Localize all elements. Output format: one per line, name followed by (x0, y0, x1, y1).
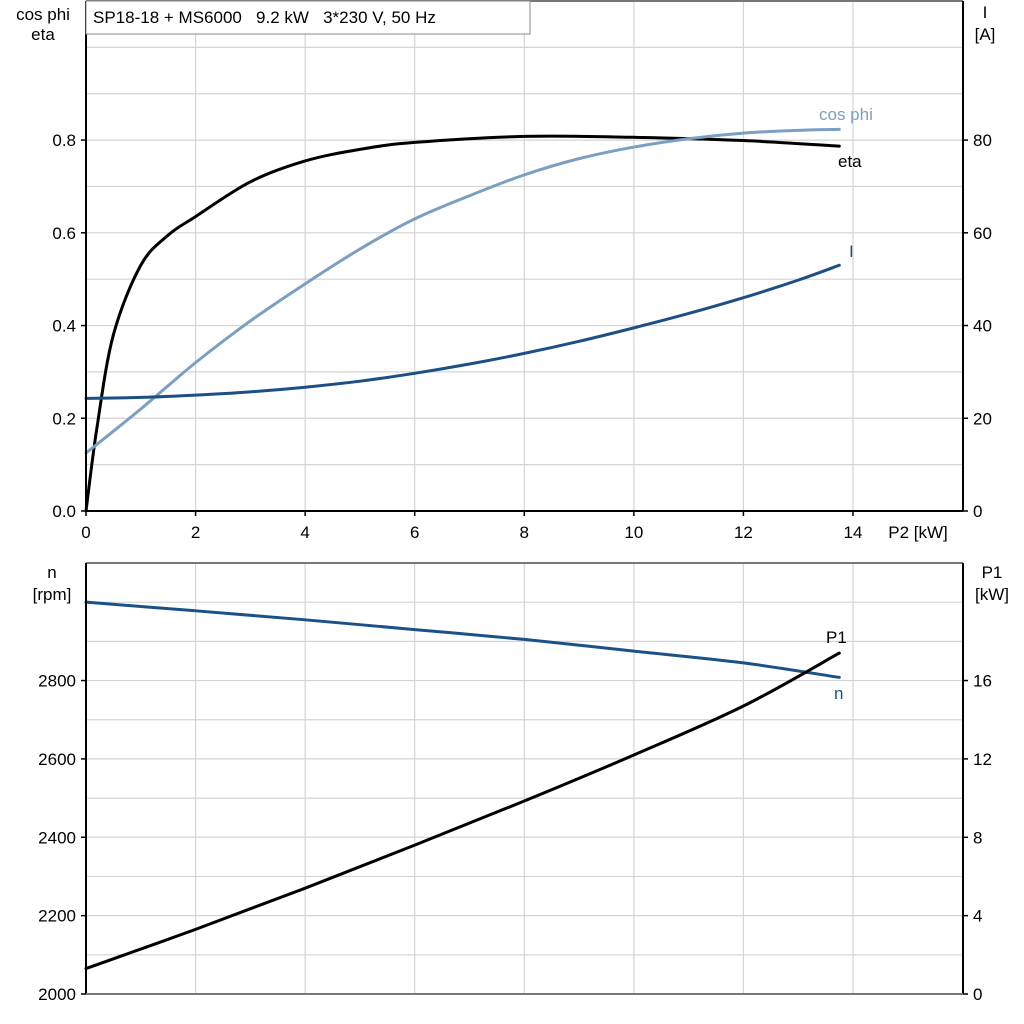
curve-p1 (84, 651, 841, 971)
curve-cos-phi (84, 127, 841, 455)
chart-title: SP18-18 + MS6000 9.2 kW 3*230 V, 50 Hz (93, 8, 436, 27)
left-tick-label: 0.8 (52, 131, 76, 150)
right-tick-label: 80 (973, 131, 992, 150)
right-tick-label: 40 (973, 317, 992, 336)
x-tick-label: 14 (844, 523, 863, 542)
series-label-n: n (834, 684, 843, 703)
curve-n (84, 600, 841, 679)
x-tick-label: 0 (81, 523, 90, 542)
right-tick-label: 4 (973, 907, 982, 926)
bottom-right-axis-label-1: P1 (982, 563, 1003, 582)
left-tick-label: 2000 (38, 985, 76, 1004)
bottom-left-axis-label-2: [rpm] (33, 585, 72, 604)
x-tick-label: 2 (191, 523, 200, 542)
series-label-i: I (849, 242, 854, 261)
right-tick-label: 12 (973, 750, 992, 769)
x-tick-label: 6 (410, 523, 419, 542)
right-tick-label: 16 (973, 672, 992, 691)
title-box (85, 0, 531, 35)
curves (84, 127, 841, 971)
top-left-axis-label-1: cos phi (16, 5, 70, 24)
right-tick-label: 20 (973, 409, 992, 428)
top-left-axis-label-2: eta (31, 25, 55, 44)
series-label-cos-phi: cos phi (819, 105, 873, 124)
x-tick-label: 10 (624, 523, 643, 542)
series-label-eta: eta (838, 152, 862, 171)
axes (81, 0, 968, 995)
x-tick-label: 4 (300, 523, 309, 542)
left-tick-label: 0.4 (52, 317, 76, 336)
curve-eta (84, 134, 841, 513)
x-tick-label: 12 (734, 523, 753, 542)
left-tick-label: 0.0 (52, 502, 76, 521)
right-tick-label: 0 (973, 985, 982, 1004)
left-tick-label: 0.6 (52, 224, 76, 243)
left-tick-label: 2200 (38, 907, 76, 926)
x-axis-label: P2 [kW] (888, 523, 948, 542)
right-tick-label: 0 (973, 502, 982, 521)
left-tick-label: 0.2 (52, 409, 76, 428)
right-tick-label: 8 (973, 828, 982, 847)
left-tick-label: 2800 (38, 672, 76, 691)
grid-lines (85, 1, 964, 994)
series-label-p1: P1 (826, 628, 847, 647)
left-tick-label: 2600 (38, 750, 76, 769)
top-right-axis-label-2: [A] (975, 25, 996, 44)
right-tick-label: 60 (973, 224, 992, 243)
bottom-left-axis-label-1: n (47, 563, 56, 582)
bottom-right-axis-label-2: [kW] (975, 585, 1009, 604)
left-tick-label: 2400 (38, 828, 76, 847)
x-tick-label: 8 (520, 523, 529, 542)
curve-i (84, 263, 841, 400)
top-right-axis-label-1: I (983, 3, 988, 22)
